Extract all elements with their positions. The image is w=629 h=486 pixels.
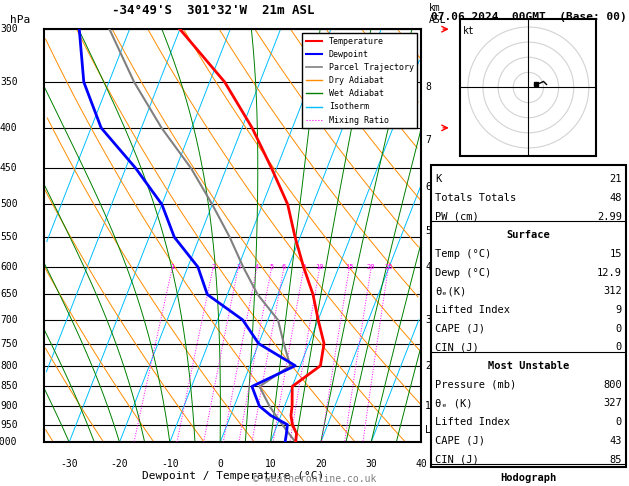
Text: CIN (J): CIN (J)	[435, 343, 479, 352]
Text: 312: 312	[603, 286, 622, 296]
Text: Totals Totals: Totals Totals	[435, 193, 516, 203]
Text: Mixing Ratio (g/kg): Mixing Ratio (g/kg)	[462, 180, 472, 292]
Text: hPa: hPa	[10, 15, 30, 25]
Text: 800: 800	[603, 380, 622, 390]
Text: 750: 750	[0, 339, 18, 348]
Text: 2: 2	[211, 264, 215, 270]
Text: 10: 10	[316, 264, 324, 270]
Text: 8: 8	[302, 264, 306, 270]
Text: 7: 7	[425, 136, 431, 145]
Text: CAPE (J): CAPE (J)	[435, 436, 485, 446]
Text: 30: 30	[365, 459, 377, 469]
Text: Surface: Surface	[506, 230, 550, 240]
Text: Pressure (mb): Pressure (mb)	[435, 380, 516, 390]
Text: 2.99: 2.99	[597, 211, 622, 222]
Text: Dewp (°C): Dewp (°C)	[435, 268, 491, 278]
Text: 07.06.2024  00GMT  (Base: 00): 07.06.2024 00GMT (Base: 00)	[431, 12, 626, 22]
Text: 5: 5	[270, 264, 274, 270]
Text: 85: 85	[610, 454, 622, 465]
Text: 650: 650	[0, 290, 18, 299]
Text: 350: 350	[0, 77, 18, 87]
Text: θₑ (K): θₑ (K)	[435, 399, 472, 408]
Text: 400: 400	[0, 123, 18, 133]
Text: 0: 0	[616, 343, 622, 352]
Text: 6: 6	[282, 264, 286, 270]
Text: 1: 1	[425, 401, 431, 411]
Text: 327: 327	[603, 399, 622, 408]
Text: km
ASL: km ASL	[429, 3, 447, 25]
Text: 8: 8	[425, 82, 431, 92]
Legend: Temperature, Dewpoint, Parcel Trajectory, Dry Adiabat, Wet Adiabat, Isotherm, Mi: Temperature, Dewpoint, Parcel Trajectory…	[303, 34, 417, 128]
Text: 15: 15	[345, 264, 353, 270]
Text: 9: 9	[616, 305, 622, 315]
Text: © weatheronline.co.uk: © weatheronline.co.uk	[253, 473, 376, 484]
Text: 2: 2	[425, 361, 431, 371]
Text: Most Unstable: Most Unstable	[487, 361, 569, 371]
Text: K: K	[435, 174, 441, 184]
Text: 4: 4	[425, 262, 431, 272]
Text: 600: 600	[0, 262, 18, 272]
Text: 3: 3	[425, 315, 431, 325]
Text: 950: 950	[0, 419, 18, 430]
Text: 12.9: 12.9	[597, 268, 622, 278]
Text: Dewpoint / Temperature (°C): Dewpoint / Temperature (°C)	[142, 471, 324, 481]
Text: 6: 6	[425, 182, 431, 192]
Text: 850: 850	[0, 382, 18, 392]
Text: 43: 43	[610, 436, 622, 446]
Text: 300: 300	[0, 24, 18, 34]
Text: 500: 500	[0, 199, 18, 209]
Text: 21: 21	[610, 174, 622, 184]
Text: 900: 900	[0, 401, 18, 411]
Text: 700: 700	[0, 315, 18, 325]
Text: 0: 0	[217, 459, 223, 469]
FancyBboxPatch shape	[431, 165, 626, 467]
Text: Lifted Index: Lifted Index	[435, 417, 509, 427]
Text: 10: 10	[265, 459, 276, 469]
Text: LCL: LCL	[425, 425, 443, 435]
Text: CIN (J): CIN (J)	[435, 454, 479, 465]
Text: -34°49'S  301°32'W  21m ASL: -34°49'S 301°32'W 21m ASL	[112, 4, 314, 17]
Text: 20: 20	[315, 459, 326, 469]
Text: -20: -20	[111, 459, 128, 469]
Text: -30: -30	[60, 459, 78, 469]
Text: Lifted Index: Lifted Index	[435, 305, 509, 315]
Text: -10: -10	[161, 459, 179, 469]
Text: 3: 3	[237, 264, 240, 270]
Text: kt: kt	[463, 26, 475, 36]
Text: 1000: 1000	[0, 437, 18, 447]
Text: θₑ(K): θₑ(K)	[435, 286, 466, 296]
Text: CAPE (J): CAPE (J)	[435, 324, 485, 334]
Text: 40: 40	[416, 459, 427, 469]
Text: PW (cm): PW (cm)	[435, 211, 479, 222]
Text: 20: 20	[367, 264, 376, 270]
Text: 5: 5	[425, 226, 431, 236]
Text: 48: 48	[610, 193, 622, 203]
Text: 550: 550	[0, 232, 18, 242]
Text: 1: 1	[170, 264, 175, 270]
Text: Temp (°C): Temp (°C)	[435, 249, 491, 259]
Text: 450: 450	[0, 163, 18, 174]
Text: 15: 15	[610, 249, 622, 259]
Text: Hodograph: Hodograph	[500, 473, 557, 483]
Text: 800: 800	[0, 361, 18, 371]
Text: 25: 25	[384, 264, 392, 270]
Text: 0: 0	[616, 324, 622, 334]
Text: 0: 0	[616, 417, 622, 427]
Text: 4: 4	[255, 264, 259, 270]
